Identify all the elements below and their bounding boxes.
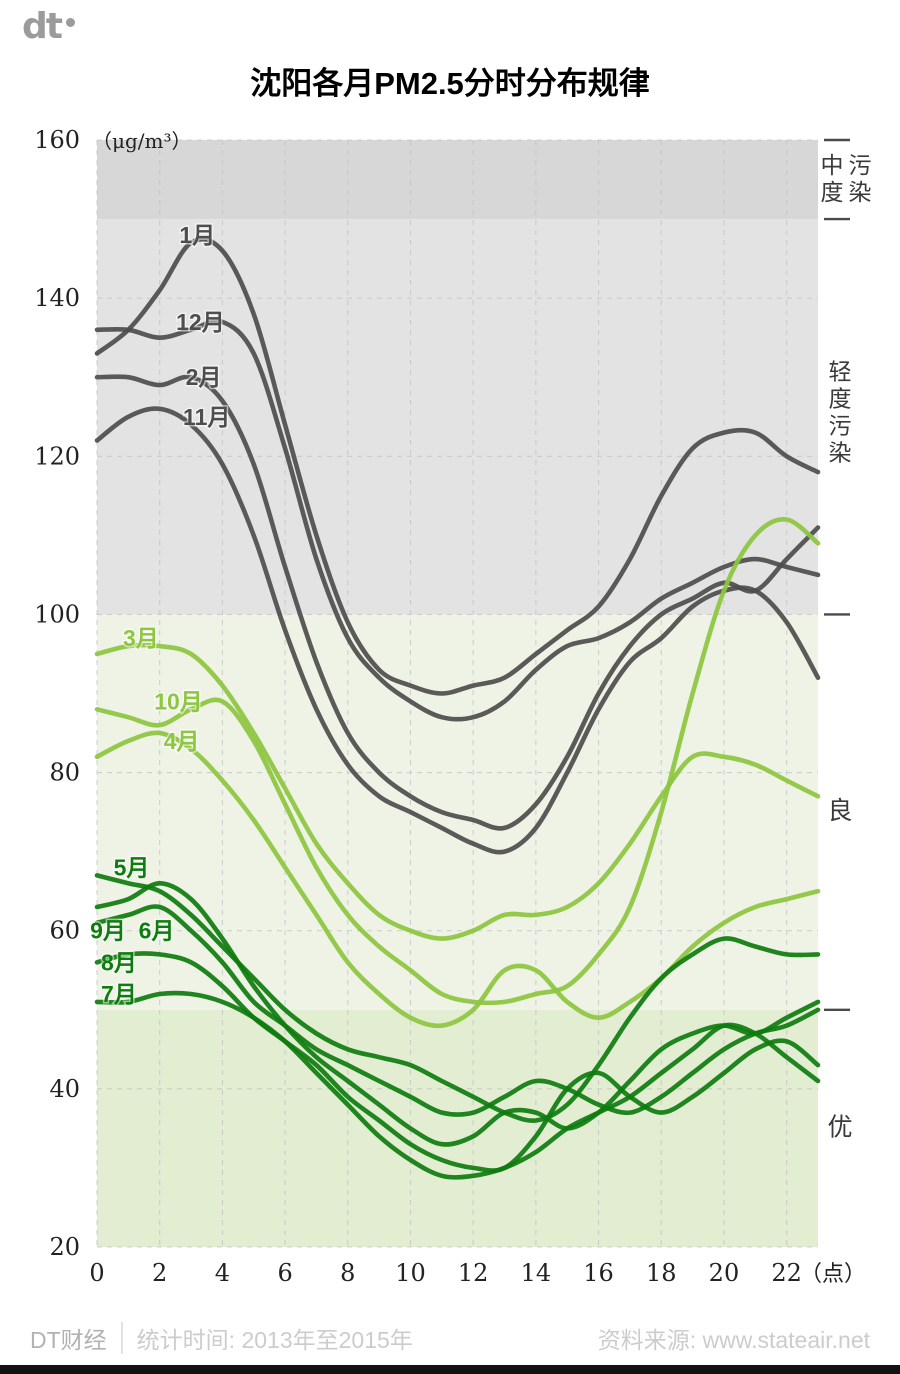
band-优: [97, 1009, 818, 1247]
x-tick-label: 10: [395, 1259, 426, 1287]
x-tick-label: 12: [458, 1259, 489, 1287]
y-tick-label: 40: [49, 1075, 80, 1103]
band-label-char: 度: [829, 386, 852, 412]
y-axis-unit: （μg/m³）: [92, 129, 192, 153]
month-line-5月: [94, 873, 821, 1123]
month-lines: [94, 236, 821, 1180]
y-tick-label: 160: [34, 126, 80, 154]
x-tick-label: 20: [709, 1259, 740, 1287]
band-轻度污染: [97, 219, 818, 615]
y-tick-label: 20: [49, 1233, 80, 1261]
right-boundary-ticks: [824, 138, 850, 1011]
month-line-7月: [94, 990, 821, 1180]
month-line-8月: [94, 951, 821, 1173]
band-label: 优: [827, 1112, 852, 1141]
y-tick-label: 60: [49, 917, 80, 945]
y-tick-label: 120: [34, 442, 80, 470]
footer: DT财经 统计时间: 2013年至2015年 资料来源: www.stateai…: [0, 1316, 900, 1360]
band-label-char: 中: [821, 153, 844, 179]
x-tick-label: 4: [215, 1259, 230, 1287]
band-中度污染: [97, 140, 818, 220]
dt-logo-text: dt: [22, 6, 63, 47]
dt-logo-dot-icon: [65, 18, 75, 27]
month-label-5月: 5月: [114, 854, 150, 880]
month-label-1月: 1月: [179, 222, 215, 248]
month-label-11月: 11月: [183, 404, 230, 430]
x-tick-label: 18: [646, 1259, 677, 1287]
x-tick-label: 6: [277, 1259, 292, 1287]
band-label-char: 污: [849, 153, 872, 179]
month-line-2月: [94, 374, 821, 831]
month-label-10月: 10月: [154, 688, 203, 714]
month-label-3月: 3月: [123, 625, 159, 651]
chart-bands: [97, 140, 818, 1247]
band-label-char: 污: [829, 413, 852, 439]
month-line-9月: [94, 904, 821, 1117]
month-label-8月: 8月: [101, 949, 137, 975]
footer-data-source: 资料来源: www.stateair.net: [597, 1327, 870, 1353]
month-line-11月: [94, 406, 821, 855]
month-line-1月: [94, 236, 821, 696]
month-line-4月: [94, 730, 821, 1029]
month-line-12月: [94, 318, 821, 722]
month-line-3月: [94, 642, 821, 941]
month-labels: 1月 12月 2月 11月 3月 10月 4月 5月 6月 9月 8月 7月: [89, 220, 232, 1008]
month-label-2月: 2月: [186, 364, 222, 390]
x-tick-label: 8: [340, 1259, 355, 1287]
x-tick-label: 16: [583, 1259, 614, 1287]
month-label-6月: 6月: [139, 918, 175, 944]
y-tick-label: 80: [49, 759, 80, 787]
bottom-bar: [0, 1365, 900, 1374]
month-label-9月: 9月: [90, 918, 126, 944]
month-line-10月: [94, 517, 821, 1006]
axis-labels: 20 40 60 80 100 120 140 160 （μg/m³） 0 2 4 6 8 10 12 14 16…: [34, 126, 866, 1287]
x-tick-label: 2: [152, 1259, 167, 1287]
dt-logo: dt: [22, 6, 75, 47]
chart-title: 沈阳各月PM2.5分时分布规律: [250, 66, 650, 101]
footer-stat-time: 统计时间: 2013年至2015年: [136, 1327, 413, 1353]
x-tick-label: 0: [89, 1259, 104, 1287]
footer-brand: DT财经: [30, 1327, 107, 1353]
month-label-4月: 4月: [164, 728, 200, 754]
band-label-char: 度: [821, 180, 844, 206]
x-tick-label: 14: [521, 1259, 552, 1287]
y-tick-label: 140: [34, 284, 80, 312]
band-label-char: 轻: [829, 359, 852, 385]
month-line-6月: [94, 881, 821, 1147]
x-axis-unit: （点）: [800, 1262, 866, 1287]
band-label-char: 染: [849, 180, 872, 206]
band-良: [97, 614, 818, 1010]
month-label-12月: 12月: [176, 309, 225, 335]
y-tick-label: 100: [34, 600, 80, 628]
footer-divider: [120, 1322, 123, 1354]
x-tick-label: 22: [771, 1259, 802, 1287]
month-label-7月: 7月: [101, 981, 137, 1007]
band-label-char: 染: [829, 440, 852, 466]
band-label: 良: [827, 796, 852, 825]
